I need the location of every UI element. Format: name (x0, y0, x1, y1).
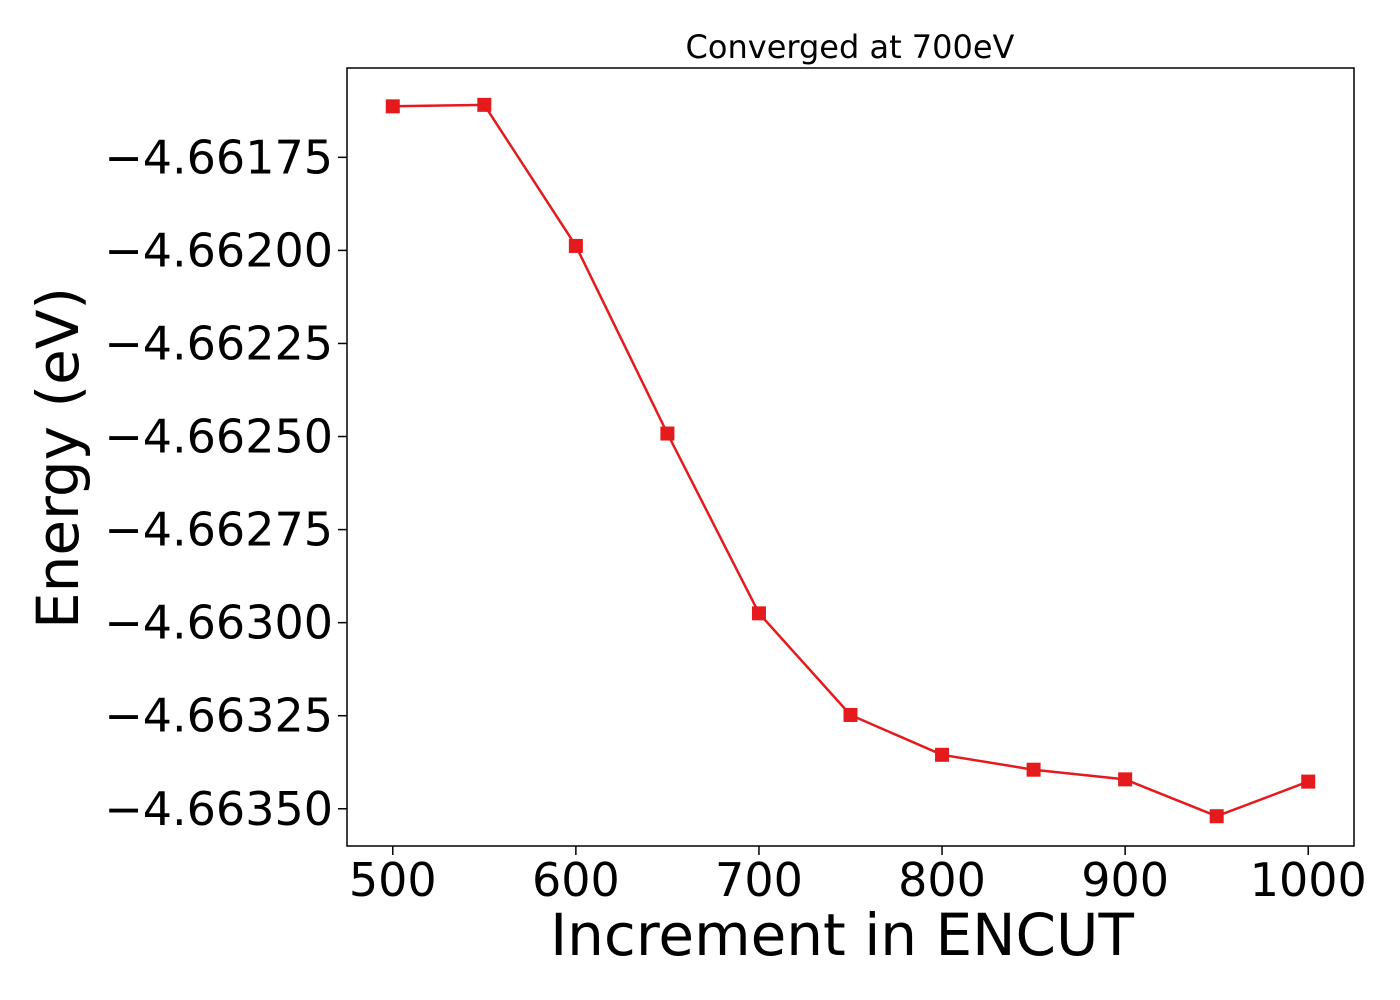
x-tick-label: 700 (715, 853, 803, 907)
y-tick-label: −4.66175 (104, 130, 333, 184)
plot-frame (346, 67, 1355, 847)
y-tick-label: −4.66350 (104, 782, 333, 836)
y-axis-label: Energy (eV) (24, 287, 92, 629)
chart-title: Converged at 700eV (686, 28, 1015, 66)
x-tick-label: 900 (1081, 853, 1169, 907)
data-point-marker (1301, 774, 1316, 789)
y-axis: −4.66175 −4.66200 −4.66225 −4.66250 −4.66275… (104, 130, 347, 836)
data-point-marker (568, 238, 583, 253)
x-tick-label: 600 (532, 853, 620, 907)
y-tick-label: −4.66300 (104, 596, 333, 650)
data-point-marker (385, 99, 400, 114)
x-tick-label: 800 (898, 853, 986, 907)
data-point-marker (935, 747, 950, 762)
x-tick-label: 500 (349, 853, 437, 907)
plot-marks (385, 97, 1316, 824)
data-point-marker (1209, 809, 1224, 824)
data-point-marker (1026, 762, 1041, 777)
y-tick-label: −4.66275 (104, 503, 333, 557)
data-point-marker (660, 426, 675, 441)
data-point-marker (1118, 772, 1133, 787)
data-point-marker (843, 707, 858, 722)
y-tick-label: −4.66250 (104, 410, 333, 464)
x-tick-label: 1000 (1250, 853, 1367, 907)
data-point-marker (751, 606, 766, 621)
y-tick-label: −4.66325 (104, 689, 333, 743)
x-axis-label: Increment in ENCUT (550, 901, 1134, 969)
y-tick-label: −4.66225 (104, 316, 333, 370)
data-point-marker (477, 97, 492, 112)
y-tick-label: −4.66200 (104, 223, 333, 277)
x-axis: 500 600 700 800 900 1000 (349, 846, 1367, 907)
